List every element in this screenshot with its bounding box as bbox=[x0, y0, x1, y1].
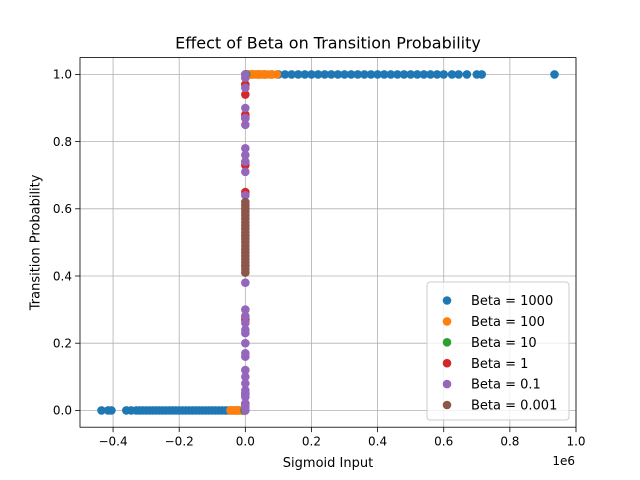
y-tick-label-3: 0.6 bbox=[53, 202, 72, 216]
x-axis-label: Sigmoid Input bbox=[283, 456, 373, 471]
point-s0-43 bbox=[280, 70, 290, 79]
point-s0-0 bbox=[97, 406, 106, 415]
point-s4-23 bbox=[241, 157, 250, 167]
point-s0-45 bbox=[293, 70, 303, 79]
y-tick-label-5: 1.0 bbox=[53, 68, 72, 82]
point-s5-21 bbox=[241, 197, 250, 207]
legend: Beta = 1000 Beta = 100 Beta = 10 Beta = 1 Be… bbox=[426, 281, 570, 421]
point-s0-66 bbox=[432, 70, 442, 79]
point-s0-54 bbox=[353, 70, 363, 79]
legend-marker-1 bbox=[442, 317, 452, 326]
legend-label-2: Beta = 10 bbox=[471, 336, 537, 351]
point-s4-2 bbox=[241, 399, 250, 408]
point-s0-50 bbox=[327, 70, 336, 79]
y-tick-label-1: 0.2 bbox=[53, 337, 72, 351]
point-s4-26 bbox=[241, 120, 250, 130]
chart-title: Effect of Beta on Transition Probability bbox=[175, 34, 481, 53]
x-axis-offset-label: 1e6 bbox=[552, 454, 575, 468]
x-tick-label-7: 1.0 bbox=[566, 435, 585, 449]
point-s0-57 bbox=[373, 70, 382, 79]
legend-label-4: Beta = 0.1 bbox=[471, 378, 541, 393]
point-s0-47 bbox=[307, 70, 316, 79]
point-s4-17 bbox=[241, 278, 250, 288]
point-s0-46 bbox=[300, 70, 310, 79]
point-s4-5 bbox=[241, 385, 250, 395]
series-5 bbox=[241, 197, 250, 277]
point-s0-63 bbox=[412, 70, 422, 79]
point-s4-7 bbox=[241, 372, 250, 382]
point-s4-11 bbox=[241, 338, 250, 348]
point-s0-44 bbox=[287, 70, 296, 79]
point-s0-58 bbox=[379, 70, 389, 79]
point-s1-23 bbox=[272, 70, 282, 79]
y-tick-label-0: 0.0 bbox=[53, 404, 72, 418]
x-tick-label-2: 0.0 bbox=[236, 435, 255, 449]
point-s4-22 bbox=[241, 167, 250, 177]
point-s0-55 bbox=[360, 70, 369, 79]
point-s0-49 bbox=[320, 70, 329, 79]
point-s4-28 bbox=[241, 103, 250, 113]
point-s0-70 bbox=[462, 70, 472, 79]
point-s0-51 bbox=[333, 70, 343, 79]
point-s4-6 bbox=[241, 379, 250, 388]
point-s4-25 bbox=[241, 144, 250, 153]
point-s4-16 bbox=[241, 305, 250, 314]
point-s4-14 bbox=[241, 318, 250, 328]
point-s0-61 bbox=[399, 70, 409, 79]
legend-label-3: Beta = 1 bbox=[471, 357, 528, 372]
y-axis-label: Transition Probability bbox=[29, 174, 44, 311]
x-tick-label-1: −0.2 bbox=[165, 435, 194, 449]
point-s0-73 bbox=[550, 70, 559, 79]
point-s4-15 bbox=[241, 312, 250, 321]
point-s3-10 bbox=[241, 90, 250, 99]
plot-frame bbox=[79, 57, 577, 428]
data-points bbox=[97, 70, 559, 415]
point-s4-21 bbox=[241, 191, 250, 200]
point-s0-60 bbox=[393, 70, 402, 79]
point-s0-72 bbox=[477, 70, 487, 79]
point-s4-13 bbox=[241, 325, 250, 335]
legend-label-5: Beta = 0.001 bbox=[471, 399, 557, 414]
x-tick-label-6: 0.8 bbox=[500, 435, 519, 449]
point-s0-56 bbox=[366, 70, 376, 79]
point-s0-64 bbox=[419, 70, 429, 79]
point-s0-68 bbox=[447, 70, 457, 79]
point-s4-27 bbox=[241, 113, 250, 123]
legend-marker-5 bbox=[442, 400, 452, 410]
y-tick-label-4: 0.8 bbox=[53, 135, 72, 149]
point-s0-65 bbox=[426, 70, 435, 79]
point-s4-10 bbox=[241, 348, 250, 358]
point-s4-29 bbox=[241, 83, 250, 93]
point-s0-48 bbox=[313, 70, 323, 79]
point-s0-59 bbox=[386, 70, 396, 79]
point-s0-52 bbox=[340, 70, 349, 79]
legend-marker-2 bbox=[442, 338, 452, 347]
point-s0-67 bbox=[439, 70, 449, 79]
legend-marker-0 bbox=[442, 296, 452, 305]
x-tick-label-4: 0.4 bbox=[368, 435, 387, 449]
legend-label-1: Beta = 100 bbox=[471, 315, 545, 330]
point-s0-69 bbox=[454, 70, 463, 79]
point-s0-2 bbox=[107, 406, 116, 415]
legend-box bbox=[426, 281, 570, 421]
x-tick-label-0: −0.4 bbox=[98, 435, 127, 449]
x-tick-label-5: 0.6 bbox=[434, 435, 453, 449]
axis-ticks: −0.4 −0.2 0.0 0.2 0.4 0.6 0.8 1.0 0.0 0.2 0.4 0.6 0.… bbox=[53, 68, 586, 449]
legend-marker-4 bbox=[442, 379, 452, 389]
point-s4-31 bbox=[241, 70, 250, 79]
point-s4-8 bbox=[241, 365, 250, 375]
point-s0-62 bbox=[406, 70, 415, 79]
legend-marker-3 bbox=[442, 358, 452, 368]
legend-label-0: Beta = 1000 bbox=[471, 294, 553, 309]
point-s4-24 bbox=[241, 150, 250, 160]
x-tick-label-3: 0.2 bbox=[302, 435, 321, 449]
point-s0-53 bbox=[346, 70, 356, 79]
y-tick-label-2: 0.4 bbox=[53, 269, 72, 283]
